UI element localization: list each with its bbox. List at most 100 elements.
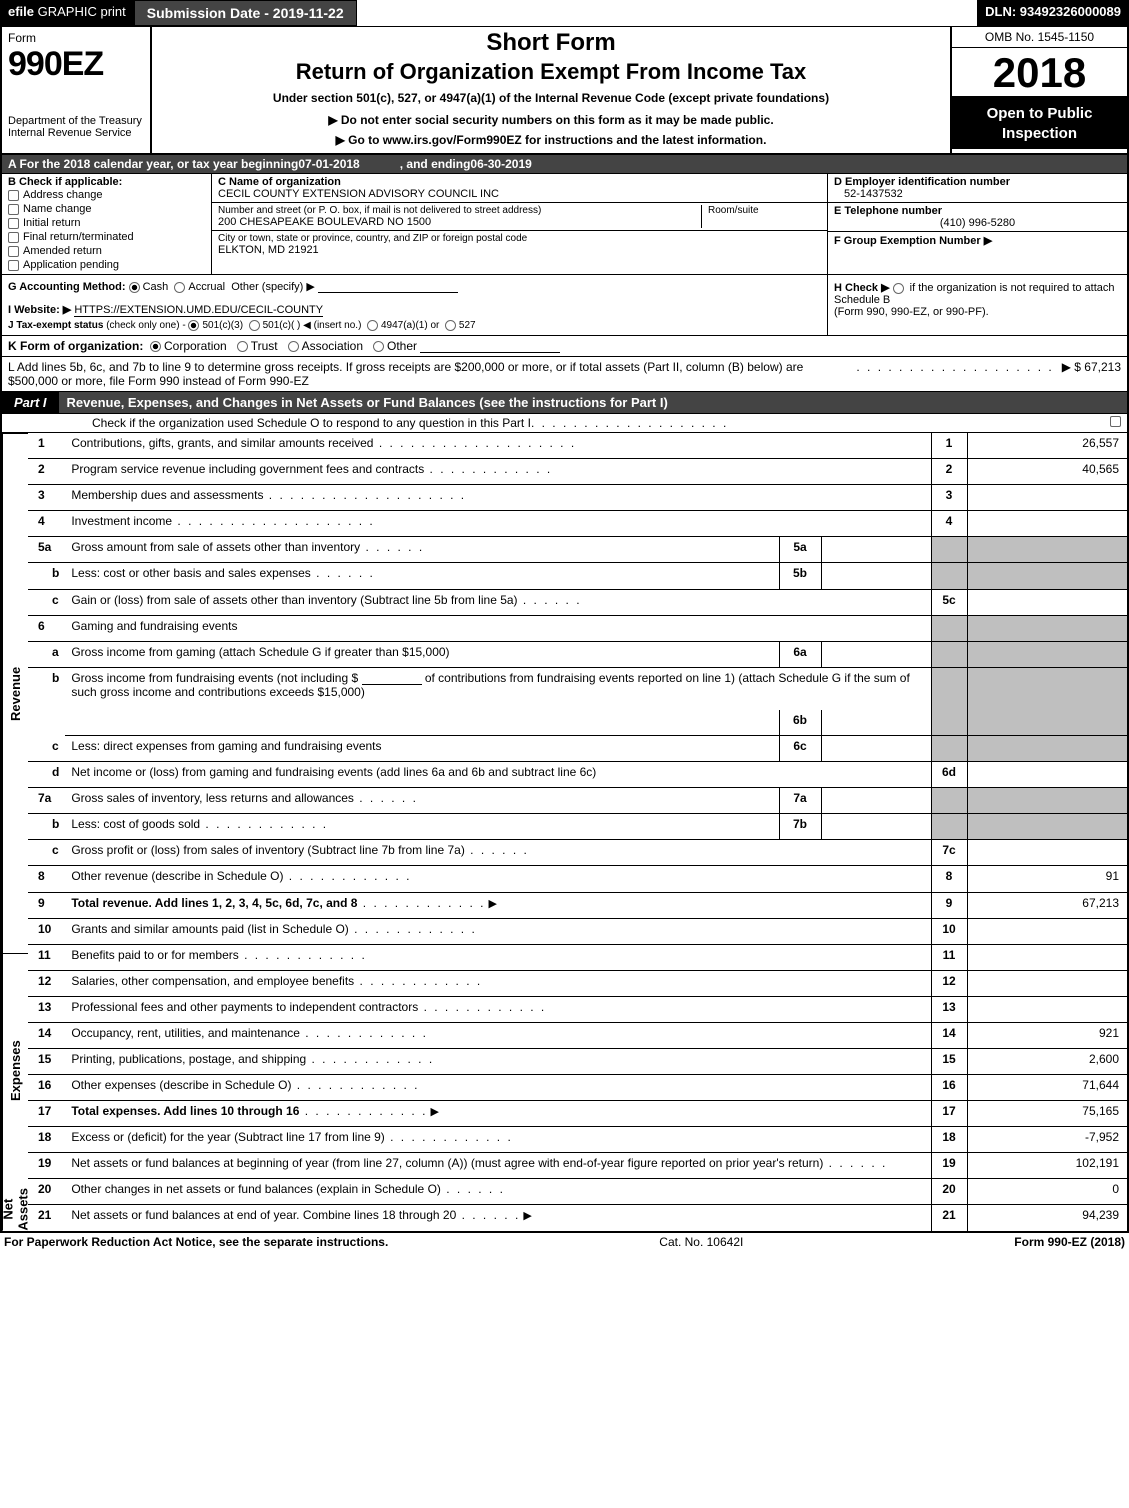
line-desc: Gross income from gaming (attach Schedul…: [65, 641, 779, 667]
goto-text[interactable]: ▶ Go to www.irs.gov/Form990EZ for instru…: [336, 133, 767, 147]
cb-label: Address change: [23, 189, 103, 201]
line-num: 2: [28, 459, 65, 485]
cb-label: Application pending: [23, 259, 119, 271]
k-other-input[interactable]: [420, 339, 560, 353]
j-o1: 501(c)(3): [202, 320, 243, 331]
checkbox-icon[interactable]: [8, 218, 19, 229]
line-num: 19: [28, 1153, 65, 1179]
cb-name-change[interactable]: Name change: [8, 202, 205, 216]
table-row: 15Printing, publications, postage, and s…: [28, 1049, 1127, 1075]
j-o2: 501(c)( ) ◀ (insert no.): [263, 320, 362, 331]
cb-address-change[interactable]: Address change: [8, 188, 205, 202]
g-label: G Accounting Method:: [8, 281, 126, 293]
line-desc: Less: cost of goods sold: [65, 814, 779, 840]
line-num: 9: [28, 892, 65, 918]
line-ref: [931, 710, 967, 735]
j-label: J Tax-exempt status: [8, 320, 103, 331]
checkbox-icon[interactable]: [8, 204, 19, 215]
table-row: 12Salaries, other compensation, and empl…: [28, 970, 1127, 996]
table-row: 17Total expenses. Add lines 10 through 1…: [28, 1101, 1127, 1127]
footer-right: Form 990-EZ (2018): [1014, 1235, 1125, 1249]
checkbox-icon[interactable]: [8, 260, 19, 271]
line-num: 4: [28, 511, 65, 537]
tab-revenue: Revenue: [2, 433, 28, 953]
line-desc: Less: cost or other basis and sales expe…: [65, 563, 779, 589]
g-other-input[interactable]: [318, 279, 458, 293]
line-k: K Form of organization: Corporation Trus…: [0, 336, 1129, 357]
mini-num: 6c: [779, 736, 821, 762]
radio-icon[interactable]: [129, 282, 140, 293]
form-number: 990EZ: [8, 47, 144, 81]
line-num: 14: [28, 1022, 65, 1048]
line-ref: 5c: [931, 589, 967, 615]
table-row: 4Investment income4: [28, 511, 1127, 537]
line-desc: Net income or (loss) from gaming and fun…: [65, 762, 931, 788]
cb-final-return[interactable]: Final return/terminated: [8, 230, 205, 244]
table-row: 8Other revenue (describe in Schedule O)8…: [28, 866, 1127, 892]
cb-label: Initial return: [23, 217, 80, 229]
line-l: L Add lines 5b, 6c, and 7b to line 9 to …: [0, 357, 1129, 392]
col-h: H Check ▶ if the organization is not req…: [827, 275, 1127, 335]
cb-amended-return[interactable]: Amended return: [8, 244, 205, 258]
line-num: 18: [28, 1127, 65, 1153]
line-desc: Excess or (deficit) for the year (Subtra…: [65, 1127, 931, 1153]
cb-label: Amended return: [23, 245, 102, 257]
radio-icon[interactable]: [174, 282, 185, 293]
radio-icon[interactable]: [445, 320, 456, 331]
radio-icon[interactable]: [237, 341, 248, 352]
line-num: 12: [28, 970, 65, 996]
radio-icon[interactable]: [373, 341, 384, 352]
line-amt: [967, 996, 1127, 1022]
radio-icon[interactable]: [893, 283, 904, 294]
mini-num: 7a: [779, 788, 821, 814]
table-row: cLess: direct expenses from gaming and f…: [28, 736, 1127, 762]
line-amt: 91: [967, 866, 1127, 892]
ssn-notice: ▶ Do not enter social security numbers o…: [160, 113, 942, 127]
table-row: 14Occupancy, rent, utilities, and mainte…: [28, 1022, 1127, 1048]
col-gij: G Accounting Method: Cash Accrual Other …: [2, 275, 827, 335]
tab-net-assets: Net Assets: [2, 1188, 28, 1231]
col-b-header: B Check if applicable:: [8, 176, 205, 188]
line-num: c: [28, 589, 65, 615]
radio-icon[interactable]: [249, 320, 260, 331]
line-num: 10: [28, 918, 65, 944]
line-num: d: [28, 762, 65, 788]
cb-application-pending[interactable]: Application pending: [8, 258, 205, 272]
footer-mid: Cat. No. 10642I: [659, 1235, 743, 1249]
website-value[interactable]: HTTPS://EXTENSION.UMD.EDU/CECIL-COUNTY: [74, 304, 323, 317]
checkbox-icon[interactable]: [8, 232, 19, 243]
line-desc: Occupancy, rent, utilities, and maintena…: [65, 1022, 931, 1048]
line-ref: [931, 667, 967, 710]
checkbox-icon[interactable]: [1110, 416, 1121, 427]
table-row: 2Program service revenue including gover…: [28, 459, 1127, 485]
line-ref: 20: [931, 1179, 967, 1205]
line-amt: [967, 537, 1127, 563]
line-amt: [967, 615, 1127, 641]
part1-table-wrap: Revenue Expenses Net Assets 1Contributio…: [0, 433, 1129, 1233]
radio-icon[interactable]: [188, 320, 199, 331]
street-row: Number and street (or P. O. box, if mail…: [212, 203, 827, 231]
table-row: bLess: cost or other basis and sales exp…: [28, 563, 1127, 589]
table-row: 16Other expenses (describe in Schedule O…: [28, 1075, 1127, 1101]
form-header: Form 990EZ Department of the Treasury In…: [0, 26, 1129, 155]
radio-icon[interactable]: [150, 341, 161, 352]
line-amt: 40,565: [967, 459, 1127, 485]
line-ref: 1: [931, 433, 967, 458]
radio-icon[interactable]: [367, 320, 378, 331]
line-ref: 6d: [931, 762, 967, 788]
table-row: 9Total revenue. Add lines 1, 2, 3, 4, 5c…: [28, 892, 1127, 918]
line-amt: [967, 814, 1127, 840]
line-num: 21: [28, 1205, 65, 1231]
line-ref: 19: [931, 1153, 967, 1179]
street-value: 200 CHESAPEAKE BOULEVARD NO 1500: [218, 216, 701, 228]
checkbox-icon[interactable]: [8, 190, 19, 201]
contrib-input[interactable]: [362, 671, 422, 685]
checkbox-icon[interactable]: [8, 246, 19, 257]
cb-initial-return[interactable]: Initial return: [8, 216, 205, 230]
line-ref: 7c: [931, 840, 967, 866]
line-num: 11: [28, 944, 65, 970]
submission-date: Submission Date - 2019-11-22: [134, 0, 357, 26]
radio-icon[interactable]: [288, 341, 299, 352]
part1-tag: Part I: [2, 392, 59, 413]
l-amount: ▶ $ 67,213: [1062, 360, 1121, 388]
